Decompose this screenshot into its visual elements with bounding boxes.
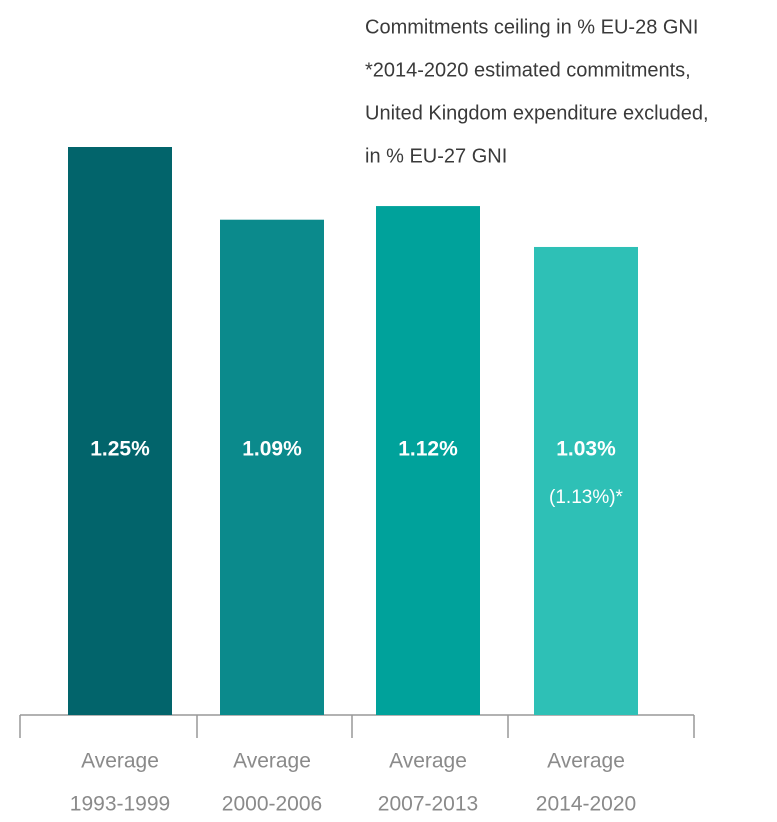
bar xyxy=(534,246,638,715)
axis-ticks xyxy=(19,715,695,738)
x-tick-label: 2007-2013 xyxy=(378,793,478,816)
annotation: United Kingdom expenditure excluded, xyxy=(365,102,709,124)
x-tick-label: Average xyxy=(389,750,467,773)
x-tick-label: Average xyxy=(81,750,159,773)
alt-value-label: (1.13%)* xyxy=(549,487,624,508)
value-label: 1.12% xyxy=(398,438,458,461)
value-label: 1.25% xyxy=(90,438,150,461)
bar xyxy=(220,219,324,716)
x-tick-label: 2000-2006 xyxy=(222,793,322,816)
bar xyxy=(376,206,480,715)
x-tick-label: 2014-2020 xyxy=(536,793,636,816)
x-tick-label: Average xyxy=(547,750,625,773)
annotation: *2014-2020 estimated commitments, xyxy=(365,59,691,81)
bar xyxy=(68,147,172,715)
annotation: in % EU-27 GNI xyxy=(365,145,507,167)
x-tick-label: Average xyxy=(233,750,311,773)
x-tick-label: 1993-1999 xyxy=(70,793,170,816)
value-label: 1.03% xyxy=(556,438,616,461)
annotation: Commitments ceiling in % EU-28 GNI xyxy=(365,16,698,38)
value-label: 1.09% xyxy=(242,438,302,461)
